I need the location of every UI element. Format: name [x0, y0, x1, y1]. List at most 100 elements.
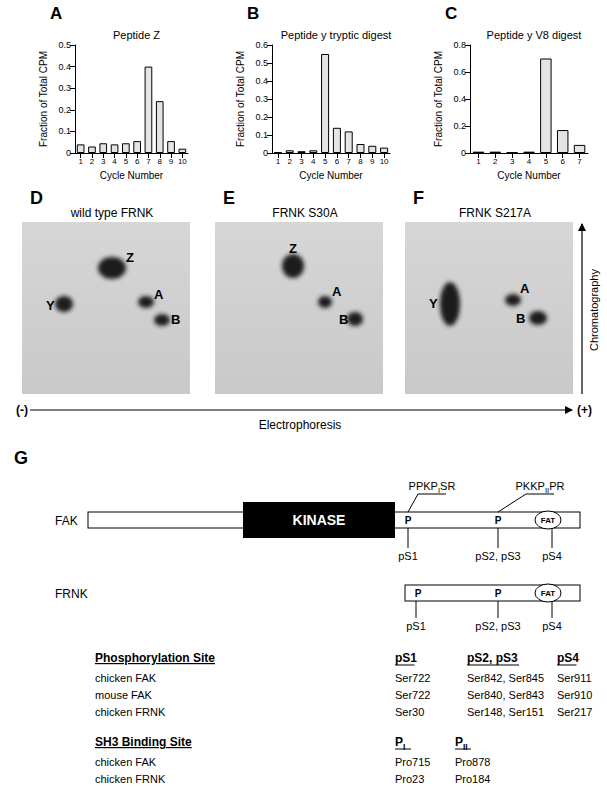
svg-text:Ser722: Ser722 — [395, 672, 430, 684]
svg-text:0.1: 0.1 — [58, 126, 71, 136]
svg-text:4: 4 — [311, 157, 316, 166]
svg-text:6: 6 — [335, 157, 340, 166]
svg-text:B: B — [516, 311, 525, 326]
svg-text:A: A — [154, 287, 164, 302]
svg-text:Fraction of Total CPM: Fraction of Total CPM — [235, 51, 246, 147]
svg-text:FAK: FAK — [55, 514, 78, 528]
svg-text:Cycle Number: Cycle Number — [497, 170, 561, 181]
svg-text:Cycle Number: Cycle Number — [100, 170, 164, 181]
svg-text:PPKPISR: PPKPISR — [409, 480, 456, 495]
svg-text:10: 10 — [380, 157, 389, 166]
svg-text:Fraction of Total CPM: Fraction of Total CPM — [433, 51, 444, 147]
svg-text:Ser722: Ser722 — [395, 689, 430, 701]
svg-text:FRNK S217A: FRNK S217A — [459, 206, 531, 220]
svg-text:0.6: 0.6 — [453, 67, 466, 77]
svg-text:Z: Z — [126, 250, 134, 265]
svg-text:PKKPIIPR: PKKPIIPR — [516, 480, 565, 495]
svg-text:FRNK S30A: FRNK S30A — [272, 206, 337, 220]
svg-text:Chromatography: Chromatography — [588, 269, 600, 351]
svg-text:0: 0 — [66, 148, 71, 158]
svg-text:P: P — [405, 515, 412, 526]
svg-text:2: 2 — [493, 157, 498, 166]
svg-text:(-): (-) — [16, 403, 28, 417]
svg-text:Ser911: Ser911 — [557, 672, 592, 684]
svg-text:F: F — [413, 188, 424, 208]
svg-text:5: 5 — [323, 157, 328, 166]
svg-text:B: B — [339, 312, 348, 327]
svg-text:10: 10 — [178, 157, 187, 166]
svg-text:1: 1 — [476, 157, 481, 166]
svg-text:A: A — [520, 281, 530, 296]
svg-text:chicken FRNK: chicken FRNK — [95, 773, 166, 785]
svg-text:P: P — [495, 515, 502, 526]
svg-text:0.4: 0.4 — [255, 76, 268, 86]
svg-text:pS1: pS1 — [398, 550, 418, 562]
svg-text:7: 7 — [346, 157, 351, 166]
svg-text:0.4: 0.4 — [58, 62, 71, 72]
svg-text:Y: Y — [46, 298, 55, 313]
svg-text:Phosphorylation Site: Phosphorylation Site — [95, 651, 215, 665]
svg-text:Fraction of Total CPM: Fraction of Total CPM — [38, 51, 49, 147]
svg-text:0.6: 0.6 — [255, 40, 268, 50]
svg-text:0.3: 0.3 — [58, 83, 71, 93]
svg-text:pS1: pS1 — [395, 651, 417, 665]
svg-text:KINASE: KINASE — [293, 512, 346, 528]
svg-text:pS4: pS4 — [542, 550, 562, 562]
svg-text:Pro715: Pro715 — [395, 756, 430, 768]
svg-text:1: 1 — [276, 157, 281, 166]
svg-text:8: 8 — [158, 157, 163, 166]
svg-text:0: 0 — [461, 148, 466, 158]
svg-text:Electrophoresis: Electrophoresis — [259, 418, 342, 432]
svg-text:B: B — [247, 4, 259, 23]
svg-text:4: 4 — [112, 157, 117, 166]
svg-text:7: 7 — [577, 157, 582, 166]
svg-text:0.4: 0.4 — [453, 94, 466, 104]
svg-text:0: 0 — [263, 148, 268, 158]
svg-text:Ser842, Ser845: Ser842, Ser845 — [467, 672, 544, 684]
svg-text:0.8: 0.8 — [453, 40, 466, 50]
svg-text:chicken FAK: chicken FAK — [95, 756, 157, 768]
svg-text:chicken FRNK: chicken FRNK — [95, 706, 166, 718]
svg-text:1: 1 — [78, 157, 83, 166]
svg-text:pS2, pS3: pS2, pS3 — [475, 550, 520, 562]
svg-text:Z: Z — [289, 241, 297, 256]
svg-text:FRNK: FRNK — [55, 587, 88, 601]
svg-text:2: 2 — [90, 157, 95, 166]
svg-text:B: B — [171, 312, 180, 327]
svg-text:Ser840, Ser843: Ser840, Ser843 — [467, 689, 544, 701]
svg-text:pS2, pS3: pS2, pS3 — [475, 620, 520, 632]
svg-text:FAT: FAT — [541, 589, 556, 598]
svg-text:5: 5 — [544, 157, 549, 166]
svg-text:0.5: 0.5 — [255, 58, 268, 68]
svg-text:Cycle Number: Cycle Number — [299, 170, 363, 181]
svg-text:3: 3 — [101, 157, 106, 166]
svg-text:wild type FRNK: wild type FRNK — [70, 206, 154, 220]
svg-text:Peptide y V8 digest: Peptide y V8 digest — [487, 29, 582, 41]
svg-text:0.1: 0.1 — [255, 130, 268, 140]
svg-text:D: D — [30, 188, 43, 208]
svg-text:3: 3 — [510, 157, 515, 166]
svg-text:4: 4 — [527, 157, 532, 166]
svg-text:6: 6 — [135, 157, 140, 166]
svg-text:0.3: 0.3 — [255, 94, 268, 104]
svg-text:pS4: pS4 — [542, 620, 562, 632]
svg-text:9: 9 — [169, 157, 174, 166]
svg-text:chicken FAK: chicken FAK — [95, 672, 157, 684]
svg-text:8: 8 — [358, 157, 363, 166]
svg-text:Peptide y tryptic digest: Peptide y tryptic digest — [281, 29, 392, 41]
svg-text:pS4: pS4 — [557, 651, 579, 665]
svg-text:Ser148, Ser151: Ser148, Ser151 — [467, 706, 544, 718]
svg-text:pS2, pS3: pS2, pS3 — [467, 651, 518, 665]
svg-text:mouse FAK: mouse FAK — [95, 689, 153, 701]
svg-text:FAT: FAT — [541, 516, 556, 525]
svg-text:Ser910: Ser910 — [557, 689, 592, 701]
svg-text:(+): (+) — [577, 403, 592, 417]
svg-text:6: 6 — [560, 157, 565, 166]
svg-text:Ser217: Ser217 — [557, 706, 592, 718]
svg-text:Ser30: Ser30 — [395, 706, 424, 718]
svg-text:3: 3 — [299, 157, 304, 166]
svg-text:7: 7 — [146, 157, 151, 166]
svg-text:0.2: 0.2 — [255, 112, 268, 122]
svg-text:Pro184: Pro184 — [455, 773, 490, 785]
svg-text:Y: Y — [429, 296, 438, 311]
